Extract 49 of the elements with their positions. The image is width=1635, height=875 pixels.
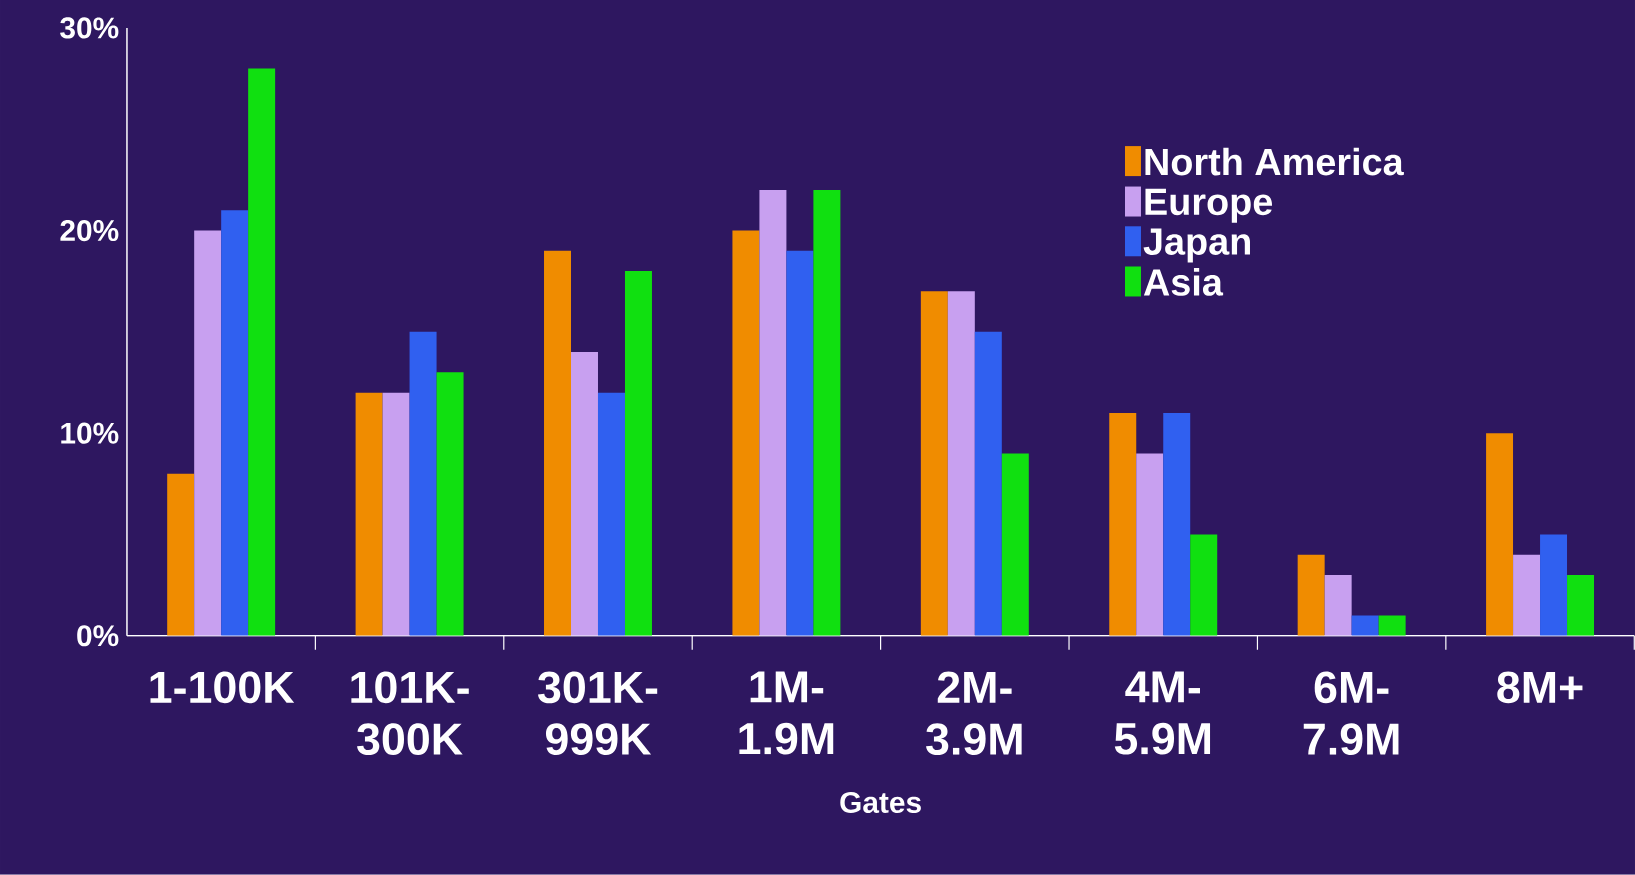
bar	[167, 473, 195, 636]
bar	[571, 352, 598, 636]
bar	[947, 291, 975, 636]
x-tick-label: 1-100K	[150, 671, 295, 704]
bar	[1136, 453, 1164, 636]
x-tick-label: 2M-3.9M	[926, 671, 1022, 756]
bar	[355, 392, 383, 636]
legend-label: North America	[1145, 147, 1404, 176]
bar	[221, 210, 249, 636]
bar	[409, 332, 437, 636]
x-tick-label: 1M-1.9M	[739, 671, 834, 755]
x-tick-label: 6M-7.9M	[1303, 671, 1399, 756]
bar	[382, 392, 410, 636]
bar	[1109, 413, 1137, 636]
bar	[920, 291, 948, 636]
y-tick-label: 0%	[77, 625, 119, 647]
bar	[436, 372, 464, 636]
bar	[1163, 413, 1191, 636]
bar	[248, 68, 276, 636]
bar	[1001, 453, 1029, 636]
legend-label: Japan	[1143, 228, 1250, 263]
legend-label: Europe	[1145, 188, 1273, 223]
x-axis-title: Gates	[840, 792, 921, 814]
bar	[1567, 575, 1595, 636]
bar	[624, 271, 652, 636]
bar	[1513, 554, 1541, 636]
bar	[1351, 615, 1379, 636]
legend-label: Asia	[1143, 268, 1224, 296]
bar	[597, 392, 625, 636]
bar	[786, 250, 814, 636]
bar	[194, 230, 222, 636]
bar	[544, 250, 571, 636]
y-tick-label: 30%	[60, 17, 119, 39]
x-tick-label: 8M+	[1497, 671, 1583, 704]
bar	[1378, 615, 1406, 636]
bar	[1486, 433, 1514, 636]
x-tick-label: 4M-5.9M	[1114, 671, 1211, 755]
y-tick-label: 20%	[60, 220, 119, 242]
y-tick-label: 10%	[61, 422, 119, 444]
bar	[813, 190, 841, 636]
x-tick-label: 301K-999K	[537, 671, 658, 756]
bar	[1324, 575, 1352, 636]
bar	[974, 332, 1002, 636]
bar	[759, 190, 787, 636]
bar	[1540, 534, 1568, 636]
bar	[1190, 534, 1218, 636]
bar	[732, 230, 760, 636]
bar	[1297, 554, 1325, 636]
x-tick-label: 101K-300K	[351, 671, 469, 756]
